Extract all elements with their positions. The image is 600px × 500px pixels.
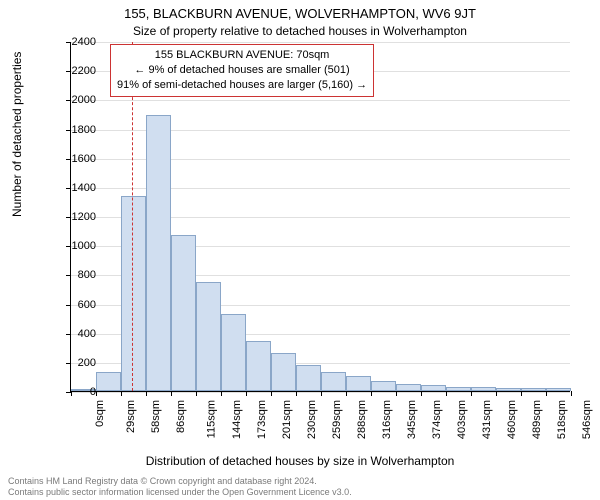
y-tick-label: 800 xyxy=(56,269,96,281)
x-tick-label: 374sqm xyxy=(431,400,443,439)
y-tick-label: 1000 xyxy=(56,240,96,252)
annotation-box: 155 BLACKBURN AVENUE: 70sqm ← 9% of deta… xyxy=(110,44,374,97)
y-tick-label: 0 xyxy=(56,386,96,398)
y-tick-label: 1200 xyxy=(56,211,96,223)
y-tick-label: 2400 xyxy=(56,36,96,48)
x-tick xyxy=(521,391,522,396)
x-tick xyxy=(196,391,197,396)
y-tick-label: 600 xyxy=(56,299,96,311)
footer-attribution: Contains HM Land Registry data © Crown c… xyxy=(8,476,352,499)
x-tick xyxy=(171,391,172,396)
histogram-bar xyxy=(396,384,421,391)
footer-line-1: Contains HM Land Registry data © Crown c… xyxy=(8,476,352,487)
histogram-bar xyxy=(421,385,446,391)
histogram-bar xyxy=(121,196,146,391)
x-tick-label: 173sqm xyxy=(256,400,268,439)
x-tick-label: 518sqm xyxy=(556,400,568,439)
annotation-line-2: ← 9% of detached houses are smaller (501… xyxy=(117,63,367,78)
y-axis-label: Number of detached properties xyxy=(10,52,24,217)
x-tick-label: 316sqm xyxy=(381,400,393,439)
gridline xyxy=(71,42,570,43)
x-tick xyxy=(321,391,322,396)
x-tick xyxy=(496,391,497,396)
x-tick-label: 201sqm xyxy=(281,400,293,439)
x-tick xyxy=(471,391,472,396)
histogram-bar xyxy=(146,115,171,391)
x-tick xyxy=(121,391,122,396)
x-tick xyxy=(571,391,572,396)
footer-line-2: Contains public sector information licen… xyxy=(8,487,352,498)
x-tick xyxy=(246,391,247,396)
x-tick xyxy=(446,391,447,396)
y-tick-label: 1800 xyxy=(56,124,96,136)
histogram-bar xyxy=(196,282,221,391)
histogram-bar xyxy=(271,353,296,391)
gridline xyxy=(71,100,570,101)
x-tick xyxy=(346,391,347,396)
x-tick-label: 403sqm xyxy=(456,400,468,439)
x-tick xyxy=(271,391,272,396)
histogram-bar xyxy=(371,381,396,391)
y-tick-label: 2200 xyxy=(56,65,96,77)
x-tick-label: 546sqm xyxy=(581,400,593,439)
histogram-bar xyxy=(546,388,571,391)
x-tick-label: 431sqm xyxy=(481,400,493,439)
y-tick-label: 1600 xyxy=(56,153,96,165)
x-tick xyxy=(96,391,97,396)
x-tick xyxy=(221,391,222,396)
histogram-bar xyxy=(496,388,521,391)
x-tick xyxy=(396,391,397,396)
y-tick-label: 200 xyxy=(56,357,96,369)
x-tick xyxy=(546,391,547,396)
histogram-bar xyxy=(171,235,196,391)
annotation-line-1: 155 BLACKBURN AVENUE: 70sqm xyxy=(117,48,367,63)
x-tick-label: 288sqm xyxy=(356,400,368,439)
x-tick xyxy=(421,391,422,396)
histogram-bar xyxy=(471,387,496,391)
x-tick-label: 460sqm xyxy=(506,400,518,439)
histogram-bar xyxy=(246,341,271,391)
x-tick-label: 58sqm xyxy=(150,400,162,433)
histogram-bar xyxy=(446,387,471,391)
x-tick xyxy=(146,391,147,396)
x-tick-label: 259sqm xyxy=(331,400,343,439)
x-tick-label: 29sqm xyxy=(125,400,137,433)
x-tick-label: 144sqm xyxy=(231,400,243,439)
x-tick-label: 345sqm xyxy=(406,400,418,439)
histogram-bar xyxy=(296,365,321,391)
x-tick-label: 86sqm xyxy=(175,400,187,433)
chart-container: 155, BLACKBURN AVENUE, WOLVERHAMPTON, WV… xyxy=(0,0,600,500)
x-tick-label: 115sqm xyxy=(205,400,217,438)
x-tick-label: 230sqm xyxy=(306,400,318,439)
histogram-bar xyxy=(96,372,121,391)
x-tick-label: 489sqm xyxy=(531,400,543,439)
y-tick-label: 400 xyxy=(56,328,96,340)
annotation-line-3: 91% of semi-detached houses are larger (… xyxy=(117,78,367,93)
x-tick xyxy=(296,391,297,396)
histogram-bar xyxy=(221,314,246,391)
x-tick-label: 0sqm xyxy=(94,400,106,427)
x-axis-label: Distribution of detached houses by size … xyxy=(0,454,600,468)
histogram-bar xyxy=(346,376,371,391)
x-tick xyxy=(371,391,372,396)
y-tick-label: 1400 xyxy=(56,182,96,194)
histogram-bar xyxy=(521,388,546,391)
histogram-bar xyxy=(321,372,346,391)
y-tick-label: 2000 xyxy=(56,94,96,106)
chart-title: 155, BLACKBURN AVENUE, WOLVERHAMPTON, WV… xyxy=(0,0,600,21)
